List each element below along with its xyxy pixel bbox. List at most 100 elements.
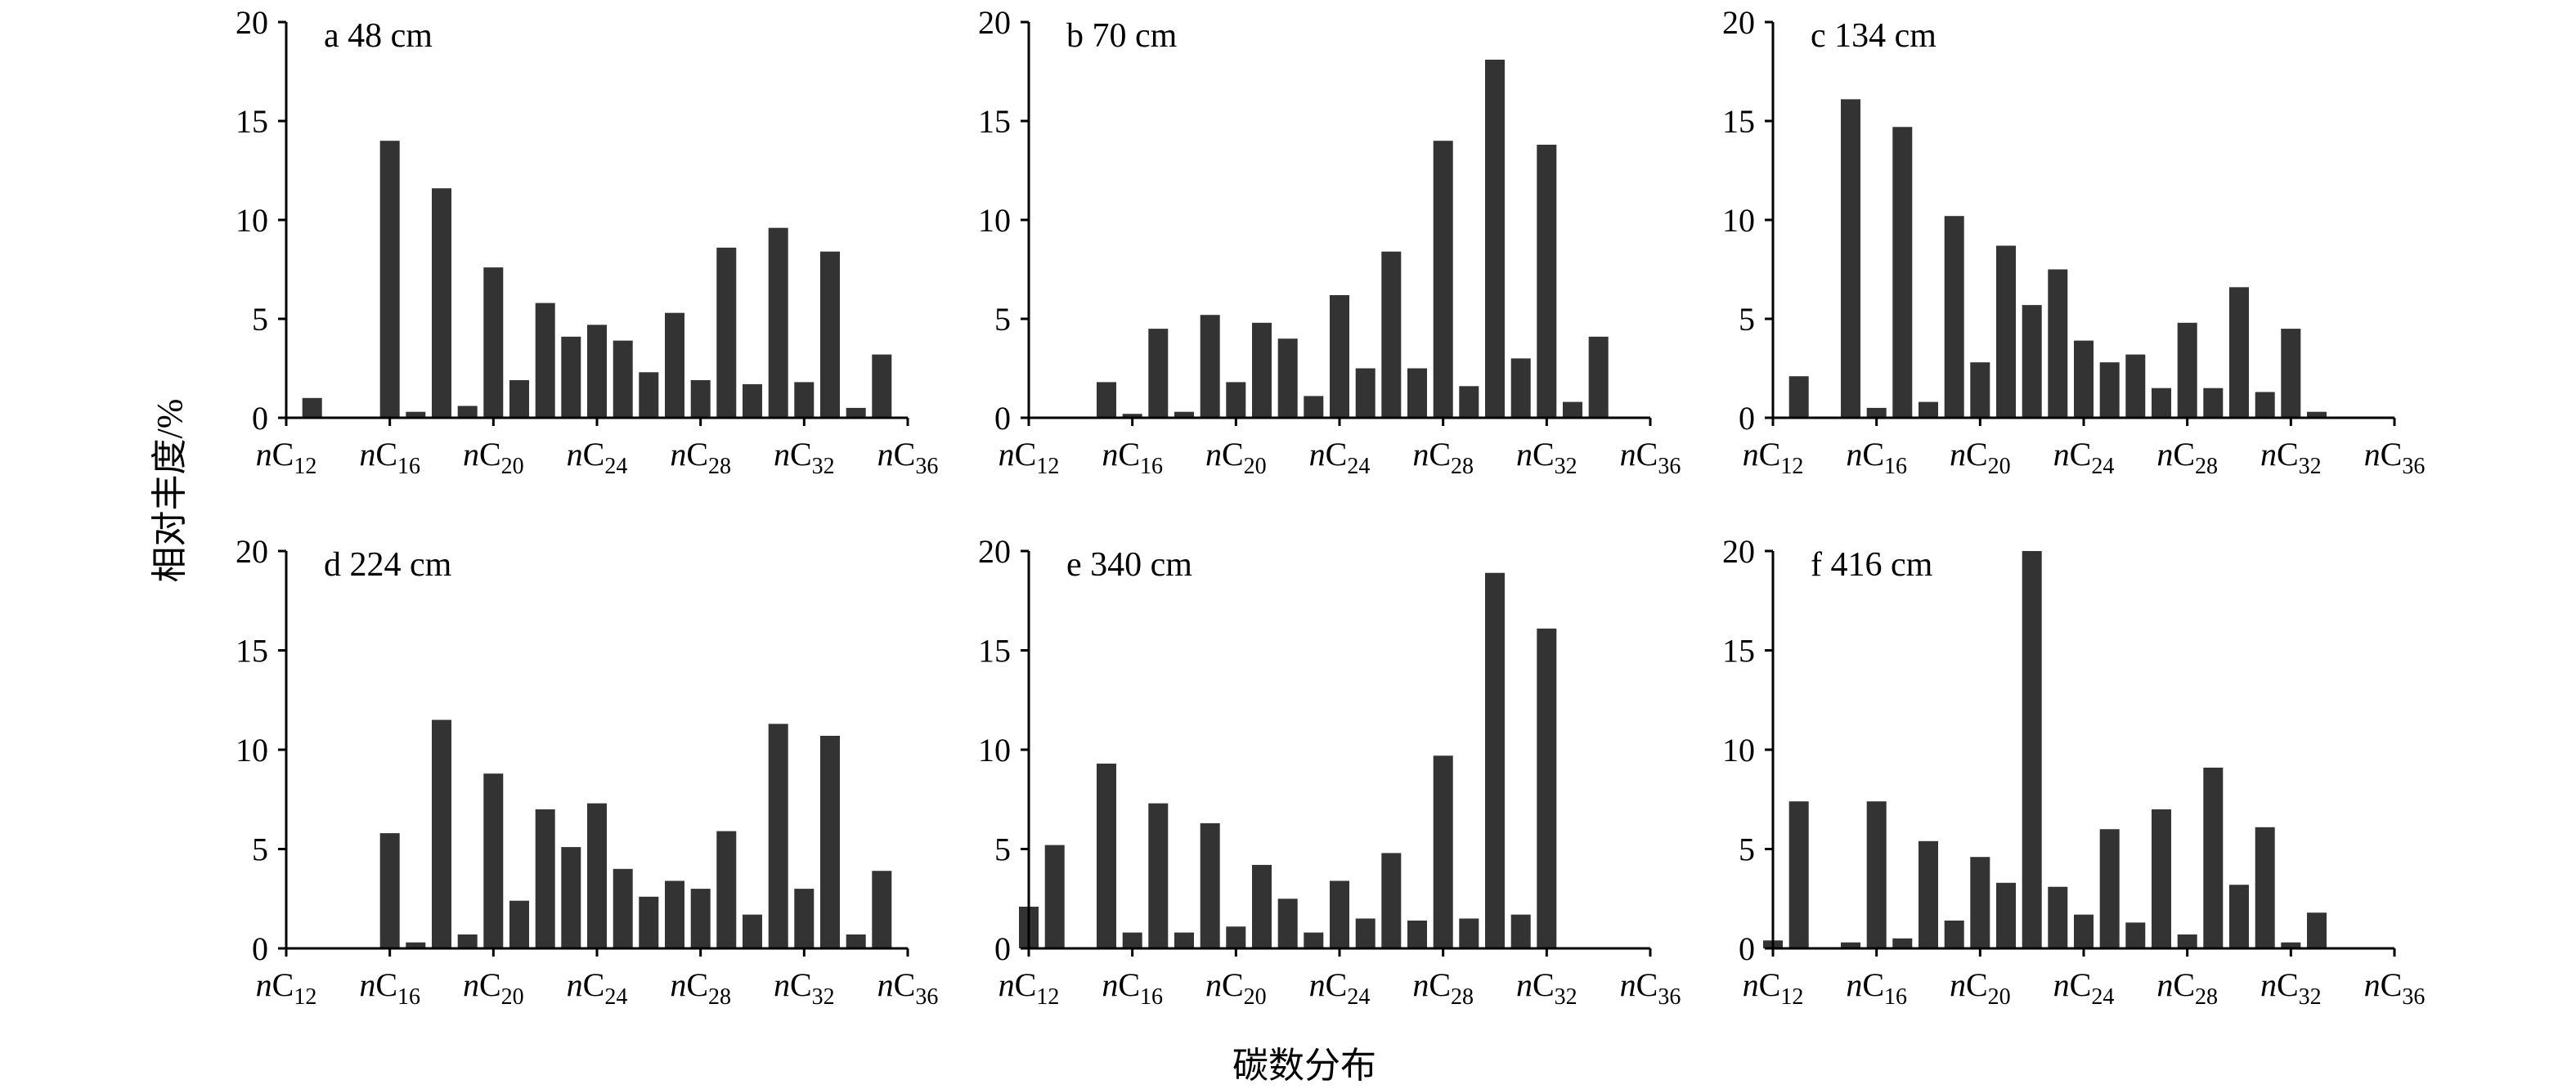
x-tick-label-d-24: nC24	[567, 966, 628, 1010]
bar-b-C23	[1304, 396, 1324, 418]
x-tick-label-b-24: nC24	[1309, 436, 1371, 479]
bar-d-C28	[690, 889, 711, 948]
bar-c-C22	[2022, 305, 2042, 418]
x-tick-label-f-28: nC28	[2156, 966, 2218, 1010]
y-tick-label-a-15: 15	[236, 103, 268, 140]
x-tick-label-a-36: nC36	[877, 436, 939, 479]
x-tick-label-b-20: nC20	[1205, 436, 1267, 479]
bar-f-C21	[1996, 882, 2016, 948]
x-tick-label-e-32: nC32	[1516, 966, 1577, 1010]
x-tick-label-e-24: nC24	[1309, 966, 1371, 1010]
bar-d-C29	[716, 831, 737, 948]
x-tick-label-f-32: nC32	[2260, 966, 2322, 1010]
bar-e-C27	[1407, 921, 1427, 948]
x-tick-label-d-32: nC32	[774, 966, 835, 1010]
panel-title-c: c 134 cm	[1811, 17, 1936, 55]
bar-d-C31	[768, 724, 788, 948]
bar-a-C16	[379, 141, 400, 418]
x-tick-label-a-32: nC32	[774, 436, 835, 479]
x-tick-label-e-16: nC16	[1102, 966, 1163, 1010]
x-tick-label-f-24: nC24	[2053, 966, 2115, 1010]
bar-f-C28	[2177, 934, 2197, 948]
y-tick-label-a-10: 10	[236, 202, 268, 239]
bar-e-C24	[1330, 881, 1349, 948]
x-tick-label-c-32: nC32	[2260, 436, 2322, 479]
bar-c-C23	[2048, 269, 2068, 418]
bar-f-C33	[2307, 912, 2327, 948]
y-tick-label-f-5: 5	[1739, 831, 1755, 868]
bar-d-C21	[509, 900, 529, 948]
bar-a-C20	[483, 267, 504, 418]
bar-f-C29	[2203, 767, 2224, 948]
bar-d-C17	[406, 942, 426, 948]
bar-f-C30	[2229, 885, 2249, 948]
bar-b-C25	[1355, 368, 1376, 418]
x-tick-label-f-16: nC16	[1846, 966, 1907, 1010]
bar-a-C19	[457, 406, 478, 418]
bar-d-C34	[846, 934, 866, 948]
bar-a-C31	[768, 227, 788, 418]
y-tick-label-e-10: 10	[978, 732, 1011, 769]
bar-d-C23	[561, 847, 581, 948]
bar-d-C26	[639, 896, 659, 948]
bar-a-C22	[535, 302, 555, 418]
panel-title-f: f 416 cm	[1811, 546, 1933, 584]
y-tick-label-a-20: 20	[236, 4, 268, 41]
bar-e-C23	[1304, 932, 1324, 948]
x-tick-label-d-16: nC16	[359, 966, 420, 1010]
y-tick-label-c-15: 15	[1722, 103, 1755, 140]
bar-e-C18	[1174, 932, 1194, 948]
y-tick-label-c-20: 20	[1722, 4, 1755, 41]
x-tick-label-e-20: nC20	[1205, 966, 1267, 1010]
bar-f-C16	[1866, 801, 1887, 948]
bar-e-C28	[1433, 755, 1453, 948]
y-tick-label-b-5: 5	[994, 301, 1011, 338]
bar-d-C30	[743, 914, 762, 948]
y-tick-label-a-0: 0	[252, 400, 268, 437]
bar-f-C15	[1841, 942, 1860, 948]
bar-a-C18	[432, 188, 451, 419]
y-tick-label-d-20: 20	[236, 533, 268, 570]
bar-f-C13	[1788, 801, 1809, 948]
x-tick-label-d-36: nC36	[877, 966, 939, 1010]
bar-a-C30	[743, 383, 762, 418]
x-tick-label-c-24: nC24	[2053, 436, 2115, 479]
y-tick-label-a-5: 5	[252, 301, 268, 338]
x-tick-label-d-28: nC28	[670, 966, 731, 1010]
bar-b-C29	[1459, 386, 1479, 418]
bar-c-C32	[2281, 329, 2301, 418]
y-tick-label-c-0: 0	[1739, 400, 1755, 437]
bar-c-C15	[1841, 99, 1860, 419]
x-tick-label-c-16: nC16	[1846, 436, 1907, 479]
bar-e-C17	[1148, 803, 1169, 948]
bar-b-C24	[1330, 295, 1349, 418]
bar-c-C29	[2203, 388, 2224, 418]
y-tick-label-d-15: 15	[236, 633, 268, 670]
x-tick-label-b-16: nC16	[1102, 436, 1163, 479]
x-tick-label-b-36: nC36	[1620, 436, 1681, 479]
x-tick-label-b-28: nC28	[1412, 436, 1474, 479]
bar-a-C33	[820, 251, 840, 418]
x-tick-label-a-24: nC24	[567, 436, 628, 479]
x-tick-label-d-20: nC20	[463, 966, 524, 1010]
chart-panel-b: 0 5 10 15 20 nC12 nC16 nC20 nC24 nC28 nC32 nC36 b 70…	[978, 4, 1681, 479]
bar-a-C23	[561, 336, 581, 418]
bar-f-C20	[1970, 857, 1990, 948]
bar-c-C24	[2074, 340, 2094, 418]
bar-c-C27	[2152, 388, 2171, 418]
x-tick-label-a-12: nC12	[256, 436, 317, 479]
panel-grid: 0 5 10 15 20 nC12 nC16 nC20 nC24 nC28 nC32 nC36 a 48…	[236, 4, 2425, 1010]
bar-c-C19	[1944, 216, 1964, 418]
bar-d-C27	[665, 881, 684, 948]
chart-panel-d: 0 5 10 15 20 nC12 nC16 nC20 nC24 nC28 nC32 nC36 d 22…	[236, 533, 938, 1010]
bar-b-C16	[1122, 414, 1142, 418]
x-axis-title: 碳数分布	[1232, 1046, 1376, 1086]
bar-a-C29	[716, 247, 737, 418]
x-tick-label-a-20: nC20	[463, 436, 524, 479]
bar-b-C31	[1510, 358, 1531, 418]
bar-b-C34	[1588, 336, 1609, 418]
y-tick-label-e-15: 15	[978, 633, 1011, 670]
x-tick-label-c-20: nC20	[1950, 436, 2011, 479]
bar-e-C22	[1277, 899, 1298, 949]
bar-f-C32	[2281, 942, 2301, 948]
